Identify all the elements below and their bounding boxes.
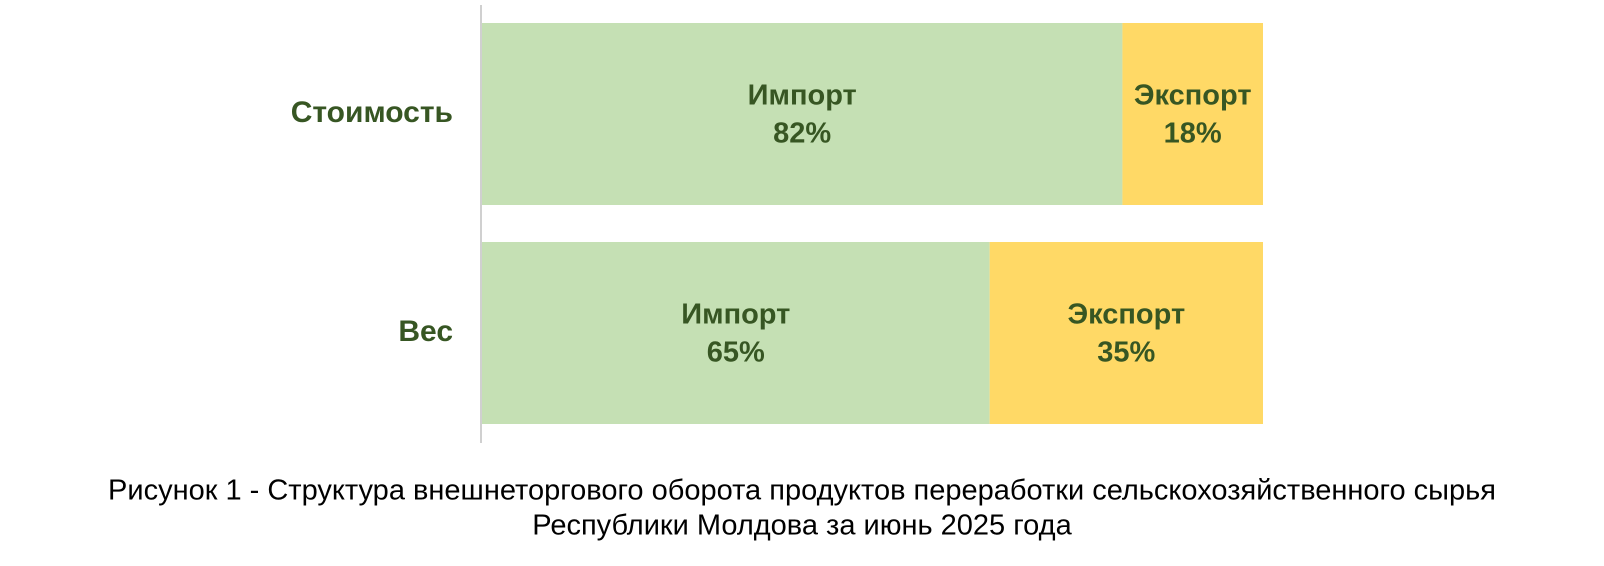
bar-segment <box>989 242 1263 424</box>
data-label: 82% <box>773 118 831 150</box>
data-label: 65% <box>707 337 765 369</box>
caption: Рисунок 1 - Структура внешнеторгового об… <box>108 475 1496 507</box>
segment-name: Импорт <box>681 299 790 331</box>
caption: Республики Молдова за июнь 2025 года <box>532 510 1072 542</box>
segment-name: Экспорт <box>1134 80 1252 112</box>
category-label: Стоимость <box>291 96 453 129</box>
data-label: 18% <box>1164 118 1222 150</box>
bar-segment <box>482 242 990 424</box>
segment-name: Экспорт <box>1067 299 1185 331</box>
data-label: 35% <box>1097 337 1155 369</box>
bar-segment <box>482 23 1123 205</box>
segment-name: Импорт <box>748 80 857 112</box>
bar-segment <box>1122 23 1263 205</box>
category-label: Вес <box>398 315 453 348</box>
